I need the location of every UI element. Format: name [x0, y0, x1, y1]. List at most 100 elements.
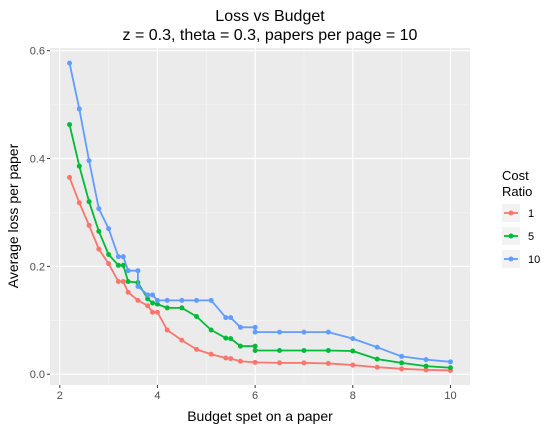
data-point-10	[208, 297, 214, 303]
data-point-5	[96, 228, 102, 234]
data-point-10	[350, 336, 356, 342]
data-point-5	[447, 365, 453, 371]
data-point-10	[325, 329, 331, 335]
data-point-1	[374, 364, 380, 370]
data-point-5	[67, 122, 73, 128]
data-point-5	[150, 300, 156, 306]
data-point-5	[145, 296, 151, 302]
data-point-10	[179, 297, 185, 303]
data-point-10	[76, 106, 82, 112]
data-point-1	[106, 261, 112, 267]
data-point-10	[423, 357, 429, 363]
data-point-5	[86, 199, 92, 205]
data-point-1	[277, 360, 283, 366]
data-point-1	[125, 289, 131, 295]
y-tick-label: 0.4	[30, 154, 45, 166]
legend-label-10: 10	[528, 254, 540, 266]
data-point-5	[252, 343, 258, 349]
data-point-10	[164, 297, 170, 303]
data-point-5	[120, 262, 126, 268]
data-point-10	[125, 268, 131, 274]
data-point-5	[374, 356, 380, 362]
legend-key-point-10	[508, 256, 514, 262]
data-point-1	[237, 358, 243, 364]
chart-subtitle: z = 0.3, theta = 0.3, papers per page = …	[123, 27, 418, 44]
data-point-10	[86, 158, 92, 164]
data-point-10	[374, 344, 380, 350]
legend-key-point-1	[508, 210, 514, 216]
legend-title-line-1: Cost	[502, 168, 529, 183]
chart-title: Loss vs Budget	[215, 8, 325, 25]
data-point-1	[86, 222, 92, 228]
data-point-10	[194, 297, 200, 303]
data-point-5	[154, 301, 160, 307]
data-point-10	[252, 329, 258, 335]
data-point-1	[301, 360, 307, 366]
data-point-10	[106, 226, 112, 232]
data-point-5	[223, 335, 229, 341]
data-point-5	[423, 363, 429, 369]
plot-panel	[50, 48, 470, 385]
data-point-1	[194, 346, 200, 352]
data-point-1	[350, 362, 356, 368]
data-point-5	[125, 278, 131, 284]
legend-title-line-2: Ratio	[502, 184, 532, 199]
data-point-10	[277, 329, 283, 335]
data-point-5	[228, 336, 234, 342]
data-point-10	[67, 60, 73, 66]
series-line-10	[68, 62, 451, 363]
y-tick-label: 0.0	[30, 369, 45, 381]
data-point-10	[301, 329, 307, 335]
data-point-1	[179, 337, 185, 343]
data-point-1	[208, 351, 214, 357]
data-point-5	[208, 327, 214, 333]
data-point-10	[399, 353, 405, 359]
x-tick-label: 6	[252, 390, 258, 402]
data-point-1	[115, 278, 121, 284]
data-point-10	[145, 292, 151, 298]
x-axis-title: Budget spet on a paper	[187, 408, 333, 424]
legend-label-5: 5	[528, 231, 534, 243]
x-tick-label: 8	[350, 390, 356, 402]
data-point-1	[150, 309, 156, 315]
data-point-1	[228, 356, 234, 362]
data-point-10	[228, 315, 234, 321]
data-point-5	[252, 347, 258, 353]
data-point-1	[67, 174, 73, 180]
data-point-5	[179, 305, 185, 311]
y-tick-label: 0.2	[30, 261, 45, 273]
x-tick-label: 4	[154, 390, 160, 402]
data-point-1	[252, 359, 258, 365]
data-point-10	[447, 359, 453, 365]
legend-key-point-5	[508, 233, 514, 239]
y-tick-label: 0.6	[30, 46, 45, 58]
data-point-1	[154, 309, 160, 315]
data-point-1	[399, 366, 405, 372]
data-point-5	[325, 347, 331, 353]
data-point-1	[164, 327, 170, 333]
x-tick-label: 10	[444, 390, 456, 402]
data-point-1	[223, 355, 229, 361]
data-point-1	[96, 246, 102, 252]
data-point-5	[399, 360, 405, 366]
data-point-5	[277, 347, 283, 353]
data-point-10	[150, 292, 156, 298]
series-layer	[67, 60, 453, 373]
data-point-1	[135, 297, 141, 303]
data-point-10	[135, 268, 141, 274]
data-point-1	[76, 200, 82, 206]
data-point-5	[194, 314, 200, 320]
data-point-10	[154, 297, 160, 303]
data-point-10	[252, 324, 258, 330]
data-point-1	[120, 278, 126, 284]
data-point-10	[96, 206, 102, 212]
data-point-5	[106, 252, 112, 258]
data-point-10	[115, 254, 121, 260]
data-point-10	[120, 254, 126, 260]
grid-minor	[50, 48, 470, 385]
data-point-5	[164, 305, 170, 311]
data-point-5	[350, 348, 356, 354]
data-point-5	[115, 262, 121, 268]
